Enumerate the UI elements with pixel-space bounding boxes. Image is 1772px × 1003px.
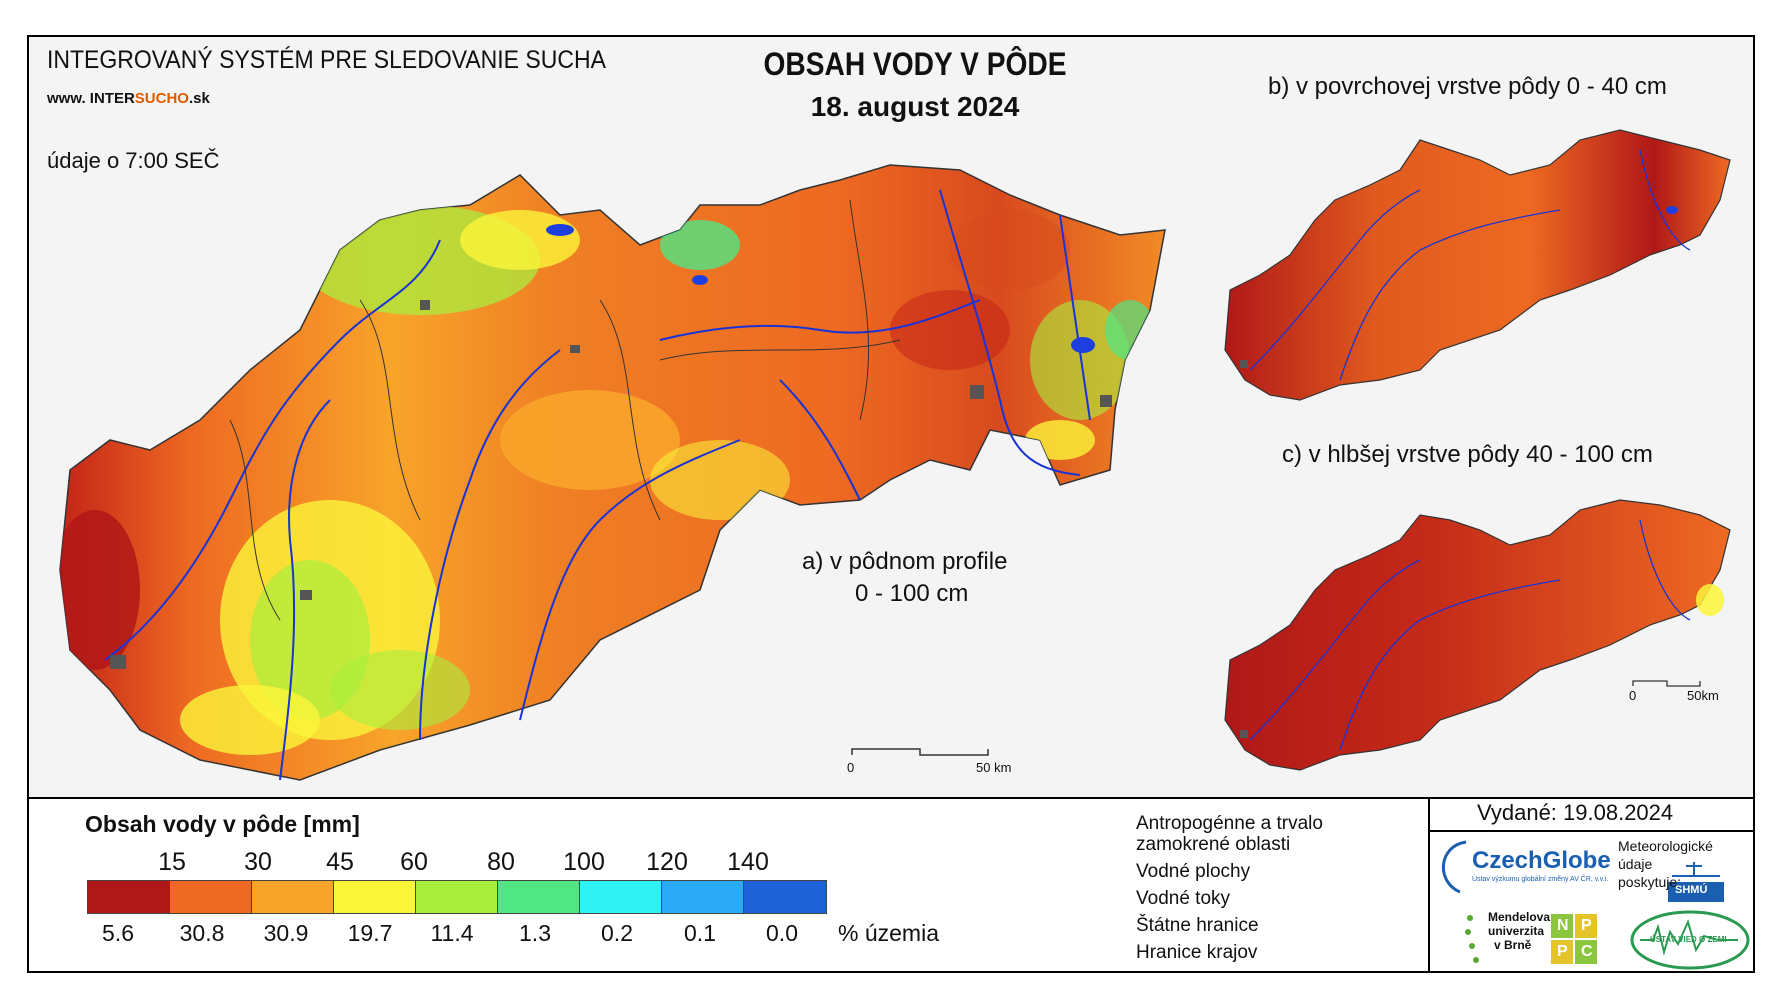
mendel-line2: univerzita — [1488, 924, 1545, 938]
legend-color-swatch — [170, 881, 252, 913]
legend-state-borders: Štátne hranice — [1136, 915, 1259, 936]
legend-color-swatch — [580, 881, 662, 913]
website-link[interactable]: www. INTERSUCHO.sk — [47, 90, 210, 107]
legend-percent-unit: % územia — [838, 920, 939, 946]
legend-water-bodies: Vodné plochy — [1136, 861, 1251, 882]
legend-color-swatch — [662, 881, 744, 913]
meteo-line2: údaje — [1618, 856, 1653, 872]
logos-divider — [1428, 830, 1755, 832]
legend-threshold: 140 — [727, 848, 769, 876]
meteo-line3: poskytuje: — [1618, 874, 1682, 890]
legend-threshold: 60 — [400, 848, 428, 876]
czechglobe-swoosh-icon — [1442, 840, 1467, 894]
map-b-topsoil — [1224, 129, 1731, 401]
legend-color-swatch — [498, 881, 580, 913]
legend-threshold: 15 — [158, 848, 186, 876]
legend-color-scale — [87, 880, 827, 914]
website-highlight: SUCHO — [134, 90, 189, 107]
time-note: údaje o 7:00 SEČ — [47, 148, 220, 173]
shmu-logo-text: SHMÚ — [1675, 884, 1708, 896]
legend-percentage: 0.1 — [684, 920, 716, 946]
legend-percentage: 1.3 — [519, 920, 551, 946]
legend-percentage: 0.0 — [766, 920, 798, 946]
website-prefix: www. INTER — [47, 90, 135, 107]
legend-percentage: 11.4 — [430, 920, 474, 946]
scale-main-start: 0 — [847, 760, 855, 775]
legend-anthropogenic-line1: Antropogénne a trvalo — [1136, 813, 1323, 834]
legend-percentage: 30.9 — [263, 920, 309, 946]
scale-small-end: 50km — [1687, 688, 1719, 703]
meteo-line1: Meteorologické — [1618, 838, 1713, 854]
legend-percentage: 5.6 — [102, 920, 134, 946]
map-a-label-line2: 0 - 100 cm — [855, 580, 969, 607]
shmu-logo-icon — [1668, 862, 1724, 902]
logos-box — [1428, 797, 1755, 973]
scale-main-end: 50 km — [976, 760, 1012, 775]
nppc-p2: P — [1557, 943, 1568, 960]
nppc-c: C — [1581, 943, 1593, 960]
map-b-label: b) v povrchovej vrstve pôdy 0 - 40 cm — [1268, 73, 1667, 100]
legend-threshold: 45 — [326, 848, 354, 876]
legend-color-swatch — [744, 881, 826, 913]
czechglobe-logo: CzechGlobe — [1472, 847, 1611, 874]
mendel-line1: Mendelova — [1488, 910, 1551, 924]
map-a-scale-bar — [851, 748, 989, 756]
mendel-dots-icon — [1465, 915, 1479, 963]
map-c-subsoil — [1224, 499, 1731, 771]
legend-region-borders: Hranice krajov — [1136, 942, 1258, 963]
legend-title: Obsah vody v pôde [mm] — [85, 811, 360, 837]
nppc-n: N — [1557, 917, 1569, 934]
legend-percentage: 19.7 — [347, 920, 393, 946]
map-small-scale-bar — [1632, 680, 1701, 687]
legend-color-swatch — [88, 881, 170, 913]
map-c-label: c) v hlbšej vrstve pôdy 40 - 100 cm — [1282, 441, 1653, 468]
website-suffix: .sk — [188, 90, 210, 107]
logos-canvas — [1442, 840, 1750, 970]
map-a-soil-profile — [59, 164, 1166, 781]
nppc-p1: P — [1581, 917, 1592, 934]
legend-water-streams: Vodné toky — [1136, 888, 1231, 909]
czechglobe-subtitle: Ústav výzkumu globální změny AV ČR, v.v.… — [1472, 876, 1609, 883]
legend-color-swatch — [416, 881, 498, 913]
main-title: OBSAH VODY V PÔDE — [763, 46, 1067, 82]
uvz-logo-text: ÚSTAV VIED O ZEMI — [1650, 935, 1727, 944]
uvz-logo-icon — [1630, 910, 1750, 970]
legend-color-swatch — [334, 881, 416, 913]
legend-percentage: 0.2 — [601, 920, 633, 946]
system-title: INTEGROVANÝ SYSTÉM PRE SLEDOVANIE SUCHA — [47, 46, 606, 74]
map-a-label-line1: a) v pôdnom profile — [802, 548, 1008, 575]
legend-threshold: 120 — [646, 848, 688, 876]
legend-threshold: 30 — [244, 848, 272, 876]
legend-anthropogenic-line2: zamokrené oblasti — [1136, 834, 1291, 855]
legend-color-swatch — [252, 881, 334, 913]
main-date: 18. august 2024 — [810, 91, 1020, 122]
nppc-logo-icon — [1551, 914, 1597, 964]
legend-threshold: 80 — [487, 848, 515, 876]
legend-percentage: 30.8 — [179, 920, 225, 946]
mendel-line3: v Brně — [1494, 938, 1532, 952]
scale-small-start: 0 — [1629, 688, 1637, 703]
issued-date: Vydané: 19.08.2024 — [1477, 800, 1674, 825]
legend-threshold: 100 — [563, 848, 605, 876]
